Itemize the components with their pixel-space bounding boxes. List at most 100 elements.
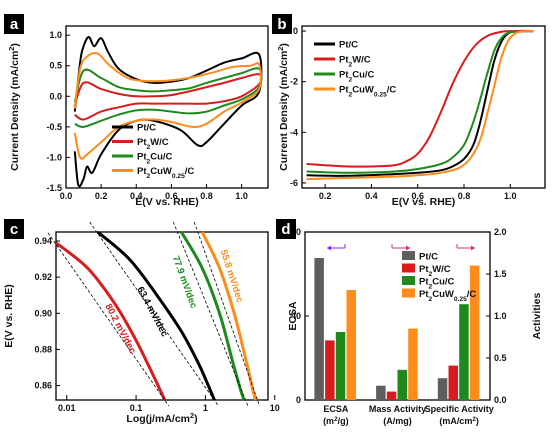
panel-d-category-label: Mass Activity xyxy=(369,404,426,414)
panel-d-legend-swatch xyxy=(402,288,415,298)
panel-a-xtick-label: 0.6 xyxy=(165,191,178,201)
panel-d-letter-box xyxy=(276,219,296,239)
panel-d-ytick-right-label: 0.5 xyxy=(494,353,507,363)
panel-d-ylabel-left: ECSA xyxy=(287,301,299,331)
panel-c-fit-line xyxy=(172,221,249,407)
panel-a-legend-label: Pt2CuW0.25/C xyxy=(137,166,194,180)
panel-c-ytick-label: 0.90 xyxy=(34,308,52,318)
panel-a-letter: a xyxy=(10,16,19,33)
panel-c-ytick-label: 0.88 xyxy=(34,344,52,354)
panel-a-ytick-label: 1.0 xyxy=(49,30,62,40)
panel-c-fit-line xyxy=(193,221,260,407)
panel-a-ytick-label: -1.5 xyxy=(46,183,62,193)
panel-a-ytick-label: 0.5 xyxy=(49,61,62,71)
panel-a-legend-label: Pt2W/C xyxy=(137,137,169,151)
panel-b-lsv-chart: 0.2 0.4 0.6 0.8 1.0 -6 -4 -2 0 E(V vs. RHE) Curren… xyxy=(272,14,546,208)
panel-b-legend-label: Pt2CuW0.25/C xyxy=(339,85,396,99)
panel-c-fit-line xyxy=(47,232,170,407)
panel-b-ylabel: Current Density (mA/cm2) xyxy=(276,43,291,171)
panel-d-bar xyxy=(346,290,356,400)
panel-a-series-line xyxy=(73,67,263,128)
panel-c-series-line xyxy=(180,231,246,401)
panel-b-xlabel: E(V vs. RHE) xyxy=(392,196,456,208)
panel-d-legend-swatch xyxy=(402,276,415,285)
panel-d-category-unit: (m2/g) xyxy=(323,416,349,427)
panel-a-cv-chart: 0.0 0.2 0.4 0.6 0.8 1.0 -1.5 -1.0 -0.5 0.0 0.5 1.0 E… xyxy=(4,14,269,208)
panel-a-legend-label: Pt/C xyxy=(137,123,156,134)
panel-b-xtick-label: 0.6 xyxy=(411,191,424,201)
panel-c-fit-line xyxy=(89,221,219,407)
panel-d-legend-label: Pt2CuW0.25/C xyxy=(419,289,476,303)
panel-d-ytick-right-label: 2.0 xyxy=(494,227,507,237)
panel-a-series-line xyxy=(73,51,262,160)
panel-d-axis-arrowhead xyxy=(327,245,331,251)
panel-b-series-line xyxy=(306,29,534,177)
panel-b-xtick-label: 0.2 xyxy=(319,191,332,201)
panel-b-ytick-label: -4 xyxy=(290,127,298,137)
panel-b-series-line xyxy=(306,29,534,181)
panel-d-category-unit: (mA/cm2) xyxy=(439,416,479,427)
panel-d-bar xyxy=(448,365,458,400)
panel-d-category-label: ECSA xyxy=(323,404,349,414)
panel-b-series-line xyxy=(306,30,534,168)
panel-d-category-unit: (A/mg) xyxy=(383,416,412,426)
panel-b-ytick-label: -2 xyxy=(290,77,298,87)
panel-b-xtick-label: 0.4 xyxy=(365,191,378,201)
panel-d-legend-label: Pt2Cu/C xyxy=(419,277,455,291)
panel-d-bar xyxy=(314,258,324,400)
panel-c-ytick-label: 0.94 xyxy=(34,236,52,246)
panel-b-xtick-label: 0.8 xyxy=(458,191,471,201)
panel-d-ytick-right-label: 0.0 xyxy=(494,395,507,405)
panel-a-ytick-label: -1.0 xyxy=(46,152,62,162)
panel-a-series-line xyxy=(73,35,263,188)
panel-a-frame xyxy=(65,25,269,189)
panel-d-bar-chart: 0.00.51.01.52.004080ECSA(m2/g)Mass Activ… xyxy=(276,219,543,426)
panel-d-ylabel-right: Activities xyxy=(531,292,543,339)
panel-d-bar xyxy=(469,265,480,400)
panel-d-letter: d xyxy=(281,221,290,238)
panel-c-xlabel: Log(j/mA/cm2) xyxy=(126,411,197,426)
panel-c-xtick-label: 10 xyxy=(270,403,280,413)
panel-b-letter: b xyxy=(277,16,286,33)
panel-c-xtick-label: 0.1 xyxy=(130,403,143,413)
panel-a-letter-box xyxy=(4,14,24,34)
panel-c-letter-box xyxy=(4,219,24,239)
panel-a-xtick-label: 1.0 xyxy=(235,191,248,201)
panel-b-xtick-label: 1.0 xyxy=(504,191,517,201)
panel-d-ytick-right-label: 1.5 xyxy=(494,269,507,279)
panel-c-xtick-label: 1 xyxy=(203,403,208,413)
panel-a-ytick-label: -0.5 xyxy=(46,122,62,132)
panel-d-legend-label: Pt/C xyxy=(419,252,438,263)
panel-b-legend-label: Pt/C xyxy=(339,40,358,51)
panel-c-series-line xyxy=(55,241,167,401)
panel-d-category-label: Specific Activity xyxy=(425,404,494,414)
panel-c-letter: c xyxy=(10,221,18,238)
panel-d-ytick-left-label: 40 xyxy=(291,311,301,321)
panel-d-ytick-right-label: 1.0 xyxy=(494,311,507,321)
panel-b-ytick-label: -6 xyxy=(290,178,298,188)
panel-a-ytick-label: 0.0 xyxy=(49,91,62,101)
panel-c-ylabel: E(V vs. RHE) xyxy=(3,284,15,348)
panel-c-ytick-label: 0.92 xyxy=(34,272,52,282)
panel-d-legend-swatch xyxy=(402,263,415,273)
panel-c-xtick-label: 0.01 xyxy=(58,403,76,413)
panel-a-xtick-label: 0.2 xyxy=(95,191,108,201)
panel-d-bar xyxy=(325,340,335,400)
panel-b-legend-label: Pt2W/C xyxy=(339,55,371,69)
panel-d-legend-label: Pt2W/C xyxy=(419,264,451,278)
panel-a-xlabel: E(V vs. RHE) xyxy=(135,196,199,208)
panel-a-ylabel: Current Density (mA/cm2) xyxy=(7,43,22,171)
panel-d-bar xyxy=(397,369,407,400)
panel-d-ytick-left-label: 0 xyxy=(296,395,301,405)
panel-a-xtick-label: 0.0 xyxy=(60,191,73,201)
panel-d-legend-swatch xyxy=(402,251,415,260)
panel-b-ytick-label: 0 xyxy=(293,26,298,36)
panel-c-tafel-annotation: 63.4 mV/dec xyxy=(134,285,169,339)
panel-d-axis-arrowhead xyxy=(406,245,410,251)
panel-b-frame xyxy=(301,25,546,189)
panel-b-series-line xyxy=(306,30,534,174)
panel-a-xtick-label: 0.8 xyxy=(200,191,213,201)
panel-d-bar xyxy=(437,378,448,400)
